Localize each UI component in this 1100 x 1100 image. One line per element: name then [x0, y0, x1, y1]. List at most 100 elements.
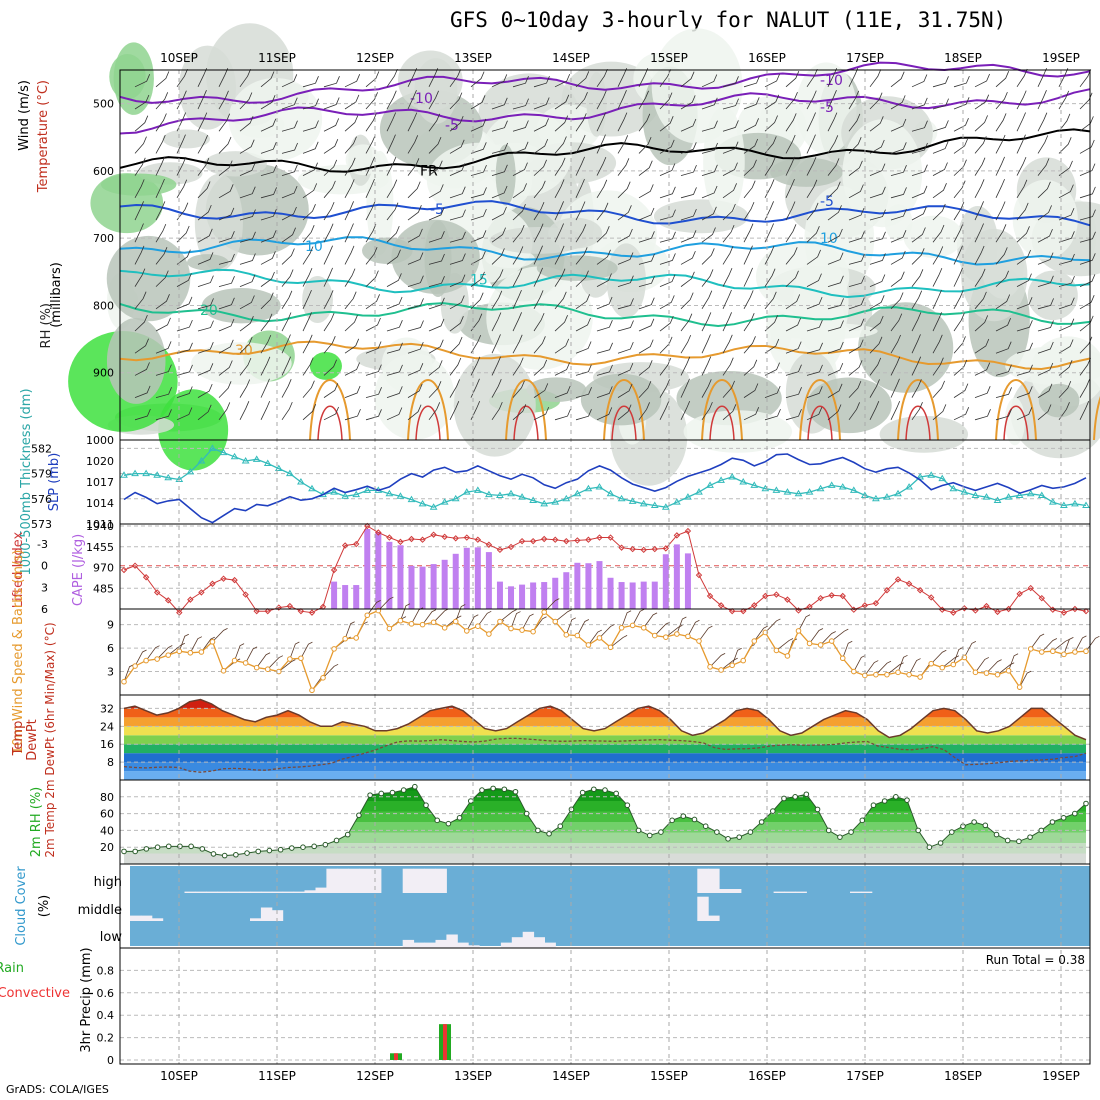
wind-barb — [134, 201, 144, 221]
lifted-index-point — [662, 545, 670, 552]
wind-barb — [806, 320, 823, 332]
hot-contour — [905, 405, 931, 441]
wind-barb — [344, 74, 361, 88]
wind-speed-point — [1016, 684, 1023, 690]
wind-barb — [827, 205, 842, 221]
cloud-high-bar — [293, 891, 305, 893]
wind-barb-10m — [632, 608, 645, 626]
lifted-index-point — [563, 537, 570, 545]
cloud-low-bar — [446, 934, 458, 948]
wind-barb — [512, 224, 525, 243]
hot-contour — [1003, 405, 1029, 441]
wind-barb — [974, 409, 991, 421]
wind-barb — [806, 202, 819, 221]
wind-barb — [218, 339, 234, 354]
panel-frame-wind — [119, 608, 1091, 696]
wind-barb — [1016, 249, 1031, 265]
bottom-date-label: 18SEP — [944, 1069, 982, 1083]
wind-barb — [176, 179, 188, 199]
wind-barb — [680, 118, 697, 132]
wind-barb — [932, 183, 947, 199]
thickness-point — [650, 501, 659, 509]
wind-speed-point — [629, 622, 636, 629]
rh-tick-label: 80 — [100, 791, 114, 804]
rh-shading — [769, 322, 878, 340]
cape-bar — [607, 577, 614, 609]
wind-barb — [323, 245, 333, 265]
wind-barb — [680, 142, 697, 154]
wind-barb — [155, 409, 172, 421]
wind-barb — [428, 136, 442, 154]
wind-barb — [932, 98, 949, 110]
wind-speed-point — [486, 631, 492, 637]
wind-barb — [1016, 273, 1032, 287]
wind-barb — [638, 297, 655, 310]
cape-bar — [386, 541, 393, 609]
rh-axis-label: 2m RH (%) — [29, 787, 44, 858]
wind-barb — [974, 245, 985, 265]
wind-barb-10m — [245, 646, 258, 664]
cape-bar — [563, 572, 570, 609]
wind-barb-10m — [621, 610, 632, 628]
bottom-date-label: 14SEP — [552, 1069, 590, 1083]
wind-speed-point — [264, 666, 271, 673]
wind-barb — [659, 295, 675, 310]
rh-point — [143, 846, 150, 852]
wind-barb — [953, 383, 969, 398]
rh-point — [825, 827, 832, 834]
wind-barb — [218, 381, 232, 398]
wind-barb — [848, 318, 865, 332]
wind-speed-point — [607, 644, 614, 651]
cloud-middle-bar — [140, 915, 153, 921]
rh-point — [177, 843, 183, 850]
lifted-index-point — [496, 546, 504, 554]
wind-barb — [722, 203, 736, 221]
cape-bar — [684, 553, 691, 609]
rh-point — [221, 852, 228, 859]
wind-barb — [134, 291, 147, 310]
thickness-point — [872, 494, 880, 502]
wind-barb — [449, 69, 461, 88]
rh-point — [322, 841, 329, 848]
wind-speed-point — [1061, 651, 1067, 658]
thickness-point — [418, 499, 427, 507]
wind-barb — [491, 356, 501, 376]
wind-barb — [701, 120, 718, 132]
wind-barb-10m — [842, 640, 853, 659]
wind-barb — [176, 342, 193, 354]
wind-barb — [197, 383, 213, 398]
thickness-point — [507, 489, 515, 497]
cloud-high-bar — [435, 868, 447, 893]
cape-bar — [463, 547, 470, 609]
wind-speed-point — [187, 649, 194, 656]
wind-barb — [743, 245, 753, 265]
wind-barb — [890, 95, 906, 110]
wind-barb — [680, 400, 691, 420]
wind-speed-point — [1027, 646, 1034, 652]
wind-speed-point — [419, 621, 426, 628]
wind-barb — [386, 273, 402, 287]
wind-barb — [617, 252, 634, 265]
wind-barb — [281, 334, 291, 354]
wind-barb — [890, 118, 907, 132]
wind-barb — [575, 92, 588, 110]
rh-point — [434, 817, 441, 824]
thickness-point — [982, 493, 991, 500]
wind-barb — [911, 379, 922, 398]
cloud-low-bar — [413, 942, 425, 948]
wind-barb — [680, 356, 691, 376]
wind-barb — [1058, 297, 1075, 310]
wind-barb — [512, 162, 528, 176]
wind-barb — [953, 97, 970, 110]
bottom-date-label: 16SEP — [748, 1069, 786, 1083]
wind-barb-10m — [886, 662, 904, 675]
cloud-high-bar — [337, 868, 349, 893]
rh-shading — [486, 266, 593, 370]
temp-bands — [124, 699, 1086, 780]
warm-contour — [897, 379, 939, 441]
wind-speed-point — [386, 625, 393, 632]
rh-point — [736, 834, 743, 840]
precip-axis-label: 3hr Precip (mm) — [79, 947, 94, 1052]
wind-barb — [785, 387, 802, 399]
wind-barb — [869, 186, 886, 199]
